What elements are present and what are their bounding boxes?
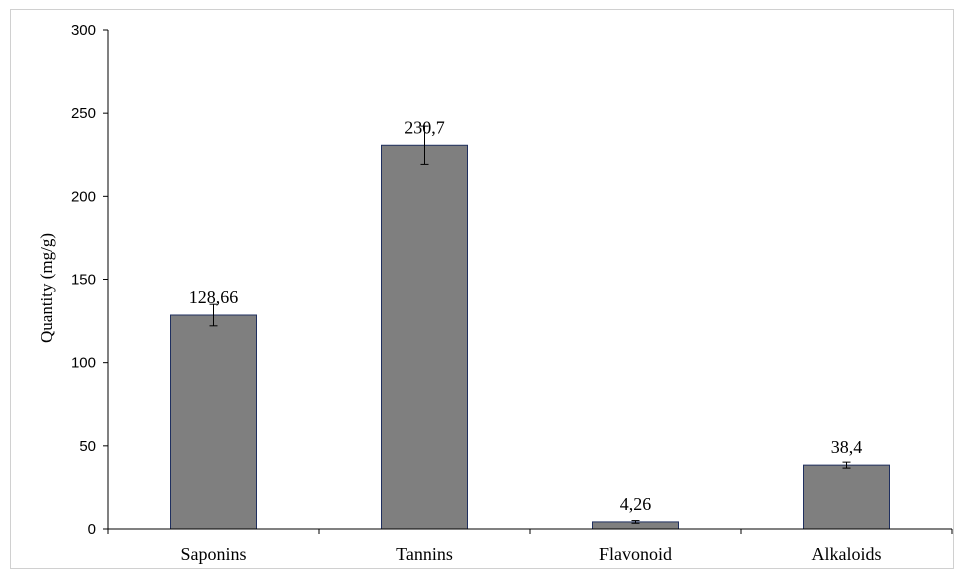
error-bar-flavonoid	[631, 520, 640, 524]
category-label-saponins: Saponins	[180, 544, 246, 564]
data-label-alkaloids: 38,4	[831, 437, 863, 457]
y-tick-label: 300	[71, 22, 96, 39]
x-axis-categories: Saponins Tannins Flavonoid Alkaloids	[180, 544, 881, 564]
y-tick-label: 200	[71, 188, 96, 205]
error-bars	[209, 125, 851, 524]
bar-tannins	[381, 144, 468, 530]
category-label-tannins: Tannins	[396, 544, 453, 564]
data-labels: 128,66 230,7 4,26 38,4	[189, 117, 863, 514]
y-tick-label: 150	[71, 272, 96, 289]
y-tick-label: 250	[71, 105, 96, 122]
error-bar-alkaloids	[842, 461, 851, 469]
data-label-tannins: 230,7	[404, 117, 445, 137]
y-tick-label: 100	[71, 355, 96, 372]
y-axis-title: Quantity (mg/g)	[37, 233, 56, 343]
error-bar-saponins	[209, 303, 218, 327]
y-axis-ticks: 0 50 100 150 200 250 300	[71, 22, 953, 538]
y-tick-label: 50	[79, 438, 96, 455]
chart-frame	[10, 9, 954, 569]
bar-saponins	[170, 314, 257, 530]
bar-alkaloids	[803, 464, 890, 530]
data-label-flavonoid: 4,26	[620, 494, 652, 514]
data-label-saponins: 128,66	[189, 287, 239, 307]
category-label-flavonoid: Flavonoid	[599, 544, 672, 564]
error-bar-tannins	[420, 125, 429, 165]
y-tick-label: 0	[88, 521, 96, 538]
bars	[170, 144, 890, 530]
category-label-alkaloids: Alkaloids	[812, 544, 882, 564]
